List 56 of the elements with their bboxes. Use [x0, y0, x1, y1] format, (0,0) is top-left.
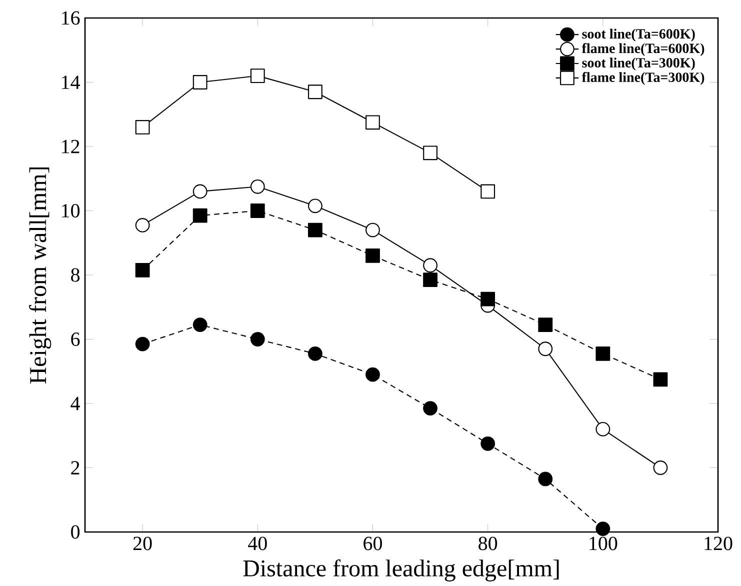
point — [192, 184, 208, 199]
point — [250, 204, 265, 218]
y-tick-label: 0 — [71, 525, 80, 539]
legend-label: soot line(Ta=600K) — [582, 28, 695, 42]
point — [366, 248, 380, 263]
point — [366, 367, 380, 382]
y-tick-label: 14 — [62, 76, 80, 89]
point — [538, 472, 553, 486]
point — [423, 146, 438, 160]
point — [135, 263, 150, 278]
point — [480, 184, 496, 199]
point — [308, 346, 322, 361]
point — [596, 522, 610, 536]
point — [596, 422, 610, 436]
point — [538, 342, 553, 356]
x-tick-label: 80 — [478, 536, 498, 550]
point — [308, 222, 322, 238]
legend-label: flame line(Ta=300K) — [582, 72, 704, 85]
y-tick-label: 10 — [62, 204, 80, 218]
x-tick-label: 40 — [248, 536, 267, 550]
point — [135, 120, 150, 134]
y-tick-label: 6 — [71, 332, 80, 346]
point — [423, 258, 438, 273]
y-tick-label: 4 — [70, 396, 80, 410]
x-tick-label: 20 — [133, 536, 152, 550]
point — [308, 84, 322, 100]
point — [250, 332, 265, 347]
point — [653, 460, 668, 476]
y-tick-label: 16 — [62, 11, 80, 25]
y-tick-label: 2 — [71, 461, 80, 474]
point — [480, 292, 496, 306]
legend-label: flame line(Ta=600K) — [582, 43, 704, 56]
x-tick-label: 100 — [590, 536, 618, 550]
point — [423, 272, 438, 288]
point — [135, 336, 150, 352]
point — [250, 180, 265, 194]
point — [653, 372, 668, 387]
legend-label: soot line(Ta=300K) — [582, 58, 695, 70]
point — [308, 198, 322, 214]
point — [480, 436, 496, 451]
point — [250, 68, 265, 84]
x-axis-title: Distance from leading edge[mm] — [243, 559, 559, 582]
point — [596, 346, 610, 361]
y-tick-label: 12 — [62, 140, 80, 154]
point — [192, 75, 208, 90]
x-tick-label: 60 — [364, 536, 382, 550]
point — [135, 218, 150, 232]
point — [192, 318, 208, 332]
x-tick-label: 120 — [704, 536, 732, 550]
y-axis-title: Height from wall[mm] — [29, 168, 52, 384]
point — [192, 208, 208, 223]
point — [366, 115, 380, 130]
point — [538, 318, 553, 332]
y-tick-label: 8 — [71, 268, 80, 282]
point — [423, 401, 438, 416]
point — [366, 222, 380, 238]
